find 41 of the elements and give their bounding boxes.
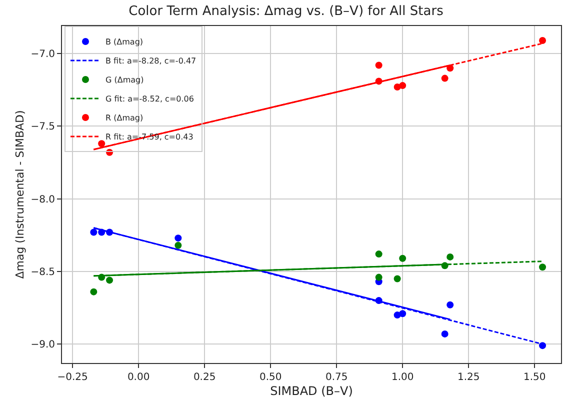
chart-title: Color Term Analysis: Δmag vs. (B–V) for All Stars [128, 4, 444, 20]
point [539, 342, 546, 350]
point [446, 253, 454, 260]
point [375, 274, 382, 281]
point [399, 310, 406, 318]
x-tick-label: 1.00 [391, 372, 414, 383]
point [441, 330, 448, 338]
legend-label: B (Δmag) [105, 38, 144, 47]
legend-label: G fit: a=-8.52, c=0.06 [105, 94, 194, 104]
point [375, 62, 382, 69]
x-axis-title: SIMBAD (B–V) [270, 384, 353, 398]
x-tick-label: 1.25 [457, 372, 480, 383]
point [375, 250, 382, 258]
point [174, 242, 182, 249]
point [90, 228, 98, 236]
point [399, 82, 406, 90]
point [106, 276, 114, 284]
y-tick-label: −9.0 [30, 340, 55, 351]
point [394, 275, 401, 282]
y-axis-title: Δmag (Instrumental - SIMBAD) [13, 110, 26, 279]
point [441, 74, 448, 82]
point [98, 140, 106, 148]
legend-label: R (Δmag) [105, 114, 144, 123]
x-tick-label: 0.00 [127, 372, 150, 383]
point [539, 264, 546, 271]
y-tick-label: −8.0 [30, 194, 55, 206]
point [539, 37, 546, 44]
y-tick-label: −7.5 [30, 122, 55, 133]
legend-label: B fit: a=-8.28, c=-0.47 [105, 56, 196, 66]
x-tick-label: 0.75 [325, 372, 348, 383]
x-tick-label: 1.50 [523, 372, 546, 383]
legend-label: G (Δmag) [105, 76, 144, 85]
y-tick-label: −8.5 [30, 266, 55, 278]
point [399, 254, 406, 262]
point [174, 234, 182, 242]
point [446, 301, 454, 308]
x-tick-label: −0.25 [57, 372, 88, 383]
x-tick-label: 0.50 [259, 372, 282, 383]
x-tick-label: 0.25 [193, 372, 216, 383]
point [90, 288, 98, 296]
y-tick-label: −7.0 [30, 49, 55, 60]
